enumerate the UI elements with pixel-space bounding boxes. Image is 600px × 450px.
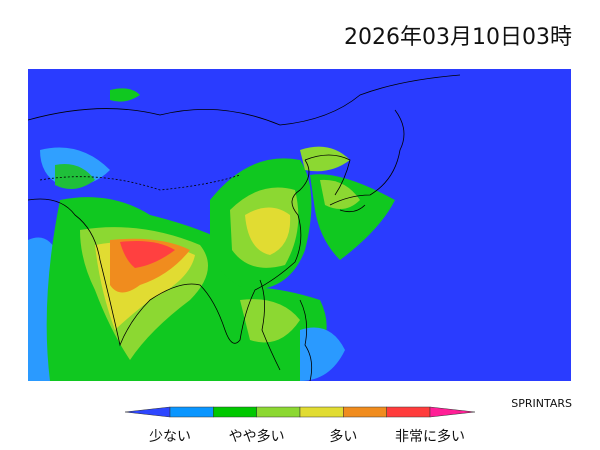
legend-label: やや多い [229,428,285,445]
legend-label: 非常に多い [395,428,465,445]
legend-arrow-high [429,406,476,418]
forecast-time: 2026年03月10日03時 [344,25,572,50]
credit: SPRINTARS [511,397,572,410]
legend-label: 少ない [149,429,191,445]
legend-label: 多い [329,428,357,445]
legend-swatch [169,406,214,418]
legend-arrow-low [124,406,171,418]
map [28,69,571,381]
legend-swatch [256,406,301,418]
legend-swatch [213,406,257,418]
legend-swatch [343,406,387,418]
legend: 少ない やや多い 多い 非常に多い [124,406,476,445]
coastlines [28,74,461,381]
legend-swatch [299,406,344,418]
legend-swatch [386,406,431,418]
